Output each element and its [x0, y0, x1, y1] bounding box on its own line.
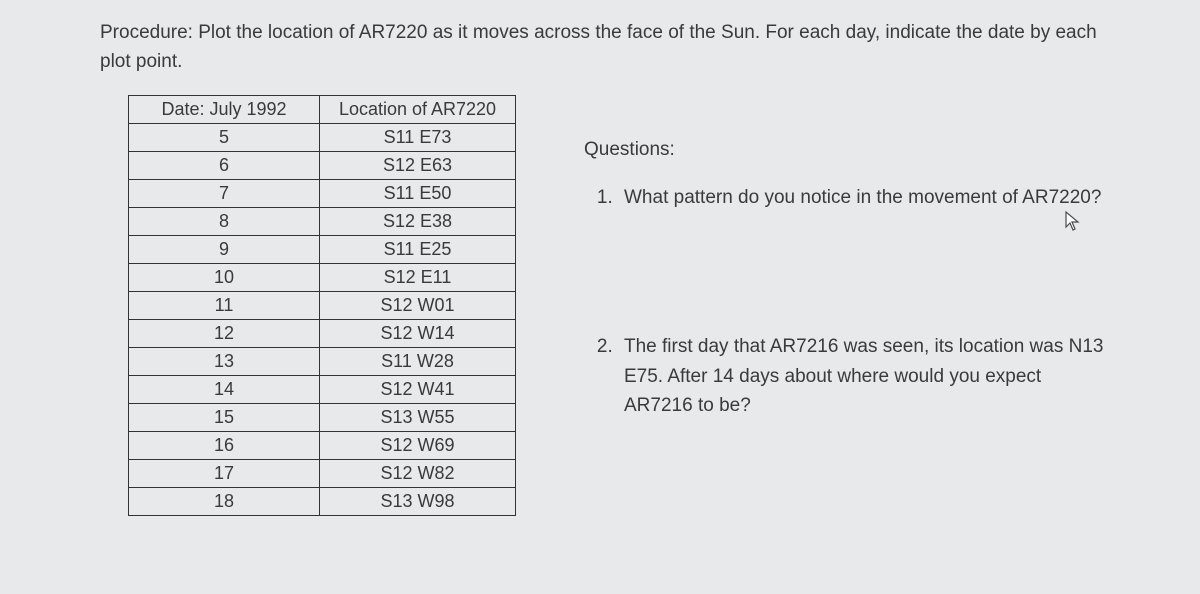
data-table-container: Date: July 1992 Location of AR7220 5S11 …	[128, 95, 516, 516]
table-row: 6S12 E63	[129, 151, 516, 179]
table-header-row: Date: July 1992 Location of AR7220	[129, 95, 516, 123]
cell-location: S13 W98	[320, 487, 516, 515]
cell-date: 5	[129, 123, 320, 151]
cell-date: 7	[129, 179, 320, 207]
questions-heading: Questions:	[584, 139, 1110, 161]
questions-section: Questions: What pattern do you notice in…	[584, 95, 1110, 421]
cell-location: S13 W55	[320, 403, 516, 431]
cell-date: 17	[129, 459, 320, 487]
cell-date: 8	[129, 207, 320, 235]
table-row: 5S11 E73	[129, 123, 516, 151]
table-row: 10S12 E11	[129, 263, 516, 291]
cell-location: S12 W69	[320, 431, 516, 459]
table-row: 11S12 W01	[129, 291, 516, 319]
table-row: 17S12 W82	[129, 459, 516, 487]
table-row: 13S11 W28	[129, 347, 516, 375]
procedure-text: Procedure: Plot the location of AR7220 a…	[100, 18, 1110, 77]
cell-location: S12 W41	[320, 375, 516, 403]
cell-location: S12 W01	[320, 291, 516, 319]
question-1: What pattern do you notice in the moveme…	[618, 183, 1110, 212]
cell-date: 10	[129, 263, 320, 291]
cell-location: S12 W82	[320, 459, 516, 487]
cell-location: S12 E38	[320, 207, 516, 235]
cell-location: S12 E63	[320, 151, 516, 179]
cell-date: 18	[129, 487, 320, 515]
table-row: 18S13 W98	[129, 487, 516, 515]
table-row: 16S12 W69	[129, 431, 516, 459]
cell-date: 11	[129, 291, 320, 319]
cell-date: 12	[129, 319, 320, 347]
table-row: 14S12 W41	[129, 375, 516, 403]
table-row: 15S13 W55	[129, 403, 516, 431]
table-row: 7S11 E50	[129, 179, 516, 207]
cell-date: 15	[129, 403, 320, 431]
cell-location: S12 E11	[320, 263, 516, 291]
cell-date: 16	[129, 431, 320, 459]
cell-location: S11 E25	[320, 235, 516, 263]
cell-date: 13	[129, 347, 320, 375]
cell-date: 6	[129, 151, 320, 179]
col-header-date: Date: July 1992	[129, 95, 320, 123]
table-row: 8S12 E38	[129, 207, 516, 235]
cell-date: 14	[129, 375, 320, 403]
table-row: 12S12 W14	[129, 319, 516, 347]
table-row: 9S11 E25	[129, 235, 516, 263]
cell-location: S11 E50	[320, 179, 516, 207]
questions-list: What pattern do you notice in the moveme…	[584, 183, 1110, 421]
cell-location: S11 E73	[320, 123, 516, 151]
cell-date: 9	[129, 235, 320, 263]
cell-location: S12 W14	[320, 319, 516, 347]
question-2: The first day that AR7216 was seen, its …	[618, 332, 1110, 420]
ar7220-table: Date: July 1992 Location of AR7220 5S11 …	[128, 95, 516, 516]
cell-location: S11 W28	[320, 347, 516, 375]
col-header-location: Location of AR7220	[320, 95, 516, 123]
